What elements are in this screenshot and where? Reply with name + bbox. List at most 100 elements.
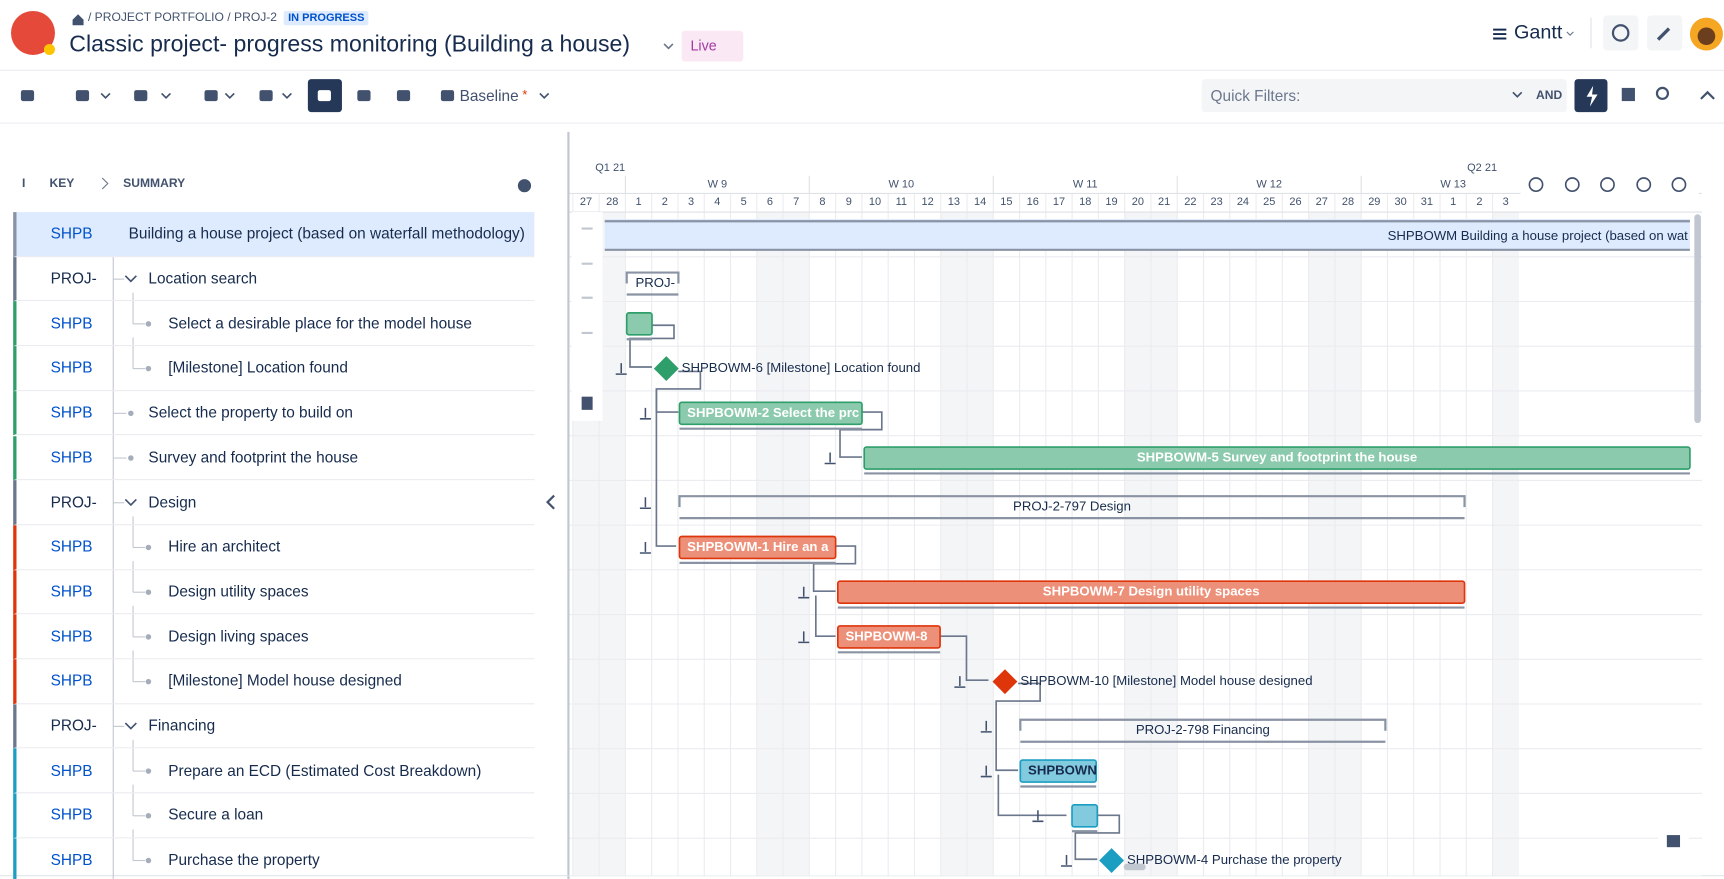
wrench-icon	[1656, 27, 1671, 41]
table-row[interactable]	[13, 703, 535, 749]
issue-summary[interactable]: Design	[148, 492, 197, 511]
table-row[interactable]	[13, 614, 535, 660]
expand-icon[interactable]	[101, 177, 109, 190]
table-row[interactable]	[13, 212, 535, 257]
zoom-button[interactable]	[1671, 177, 1687, 193]
summary-bar[interactable]	[604, 219, 1690, 250]
column-settings[interactable]	[517, 179, 532, 193]
task-bar[interactable]	[836, 580, 1466, 605]
collapse-panel[interactable]	[545, 494, 555, 510]
expand-chevron[interactable]	[124, 498, 137, 507]
delete-icon[interactable]	[581, 396, 593, 410]
issue-summary[interactable]: Prepare an ECD (Estimated Cost Breakdown…	[168, 761, 482, 779]
quick-filter-input[interactable]	[1201, 79, 1567, 113]
table-row[interactable]	[13, 390, 535, 436]
issue-summary[interactable]: [Milestone] Location found	[168, 358, 348, 377]
issue-key[interactable]: SHPB	[50, 671, 93, 690]
task-bar[interactable]	[863, 446, 1691, 470]
issue-key[interactable]: SHPB	[50, 627, 93, 645]
zoom-button[interactable]	[1600, 177, 1615, 193]
upload-icon	[798, 631, 810, 644]
dependency-link	[940, 635, 989, 681]
issue-summary[interactable]: Select a desirable place for the model h…	[168, 313, 472, 332]
issue-key[interactable]: PROJ-	[50, 269, 97, 287]
task-bar[interactable]	[1019, 759, 1098, 783]
table-row[interactable]	[13, 480, 535, 526]
group-bar[interactable]	[625, 271, 680, 284]
table-row[interactable]	[13, 838, 534, 879]
table-row[interactable]	[13, 569, 535, 615]
issue-summary[interactable]: Location search	[148, 269, 258, 287]
toolbar-button[interactable]	[249, 79, 297, 113]
issue-key[interactable]: SHPB	[50, 224, 93, 243]
issue-summary[interactable]: Design utility spaces	[168, 582, 309, 600]
issue-summary[interactable]: [Milestone] Model house designed	[168, 671, 402, 690]
issue-key[interactable]: SHPB	[50, 537, 93, 556]
quick-filters-label[interactable]: Quick Filters:	[1210, 86, 1301, 105]
issue-key[interactable]: PROJ-	[50, 716, 97, 735]
search-icon[interactable]	[1655, 86, 1670, 100]
zoom-button[interactable]	[1564, 177, 1580, 193]
table-row[interactable]	[13, 346, 535, 391]
live-badge[interactable]: Live	[681, 30, 744, 62]
collapse-icon[interactable]	[1700, 90, 1715, 100]
issue-summary[interactable]: Purchase the property	[168, 850, 320, 869]
expand-chevron[interactable]	[124, 722, 137, 730]
task-bar[interactable]	[836, 625, 941, 649]
scrollbar[interactable]	[1694, 214, 1701, 424]
task-bar[interactable]	[625, 312, 653, 336]
issue-key[interactable]: SHPB	[50, 313, 93, 332]
group-bar[interactable]	[1019, 718, 1387, 731]
table-row[interactable]	[13, 525, 535, 570]
zoom-button[interactable]	[1636, 177, 1652, 193]
milestone[interactable]	[1099, 848, 1125, 873]
table-row[interactable]	[13, 435, 535, 481]
column-header[interactable]: KEY	[49, 176, 75, 191]
issue-key[interactable]: PROJ-	[50, 492, 97, 511]
zoom-button[interactable]	[1528, 177, 1544, 193]
weekend-shade	[1492, 212, 1519, 876]
issue-summary[interactable]: Design living spaces	[168, 627, 309, 645]
day-label: 28	[606, 196, 618, 208]
home-icon[interactable]	[72, 14, 84, 26]
issue-key[interactable]: SHPB	[50, 805, 93, 824]
task-bar[interactable]	[678, 401, 863, 426]
baseline-label[interactable]: Baseline	[459, 86, 519, 105]
issue-key[interactable]: SHPB	[50, 761, 93, 779]
tree-dot	[145, 589, 152, 595]
table-row[interactable]	[13, 748, 535, 794]
calendar-icon[interactable]	[1621, 87, 1635, 102]
bar-label: PROJ-2-797 Design	[1013, 499, 1131, 514]
issue-summary[interactable]: Financing	[148, 716, 216, 735]
help-button[interactable]	[1603, 15, 1639, 51]
issue-key[interactable]: SHPB	[50, 403, 93, 421]
title-chevron[interactable]	[663, 43, 674, 50]
issue-summary[interactable]: Building a house project (based on water…	[128, 224, 525, 243]
toolbar-button[interactable]	[432, 79, 555, 113]
task-bar[interactable]	[1071, 803, 1099, 828]
issue-key[interactable]: SHPB	[50, 448, 93, 466]
table-row[interactable]	[13, 793, 535, 839]
issue-summary[interactable]: Secure a loan	[168, 805, 264, 824]
table-row[interactable]	[13, 659, 535, 704]
page-title[interactable]: Classic project- progress monitoring (Bu…	[69, 31, 631, 58]
issue-key[interactable]: SHPB	[50, 850, 93, 869]
h-scrollbar[interactable]	[1123, 863, 1146, 871]
logo[interactable]	[10, 10, 55, 55]
toolbar-button[interactable]	[124, 79, 176, 113]
issue-key[interactable]: SHPB	[50, 582, 93, 600]
issue-summary[interactable]: Survey and footprint the house	[148, 448, 359, 466]
table-row[interactable]	[13, 301, 535, 347]
issue-key[interactable]: SHPB	[50, 358, 93, 377]
column-header[interactable]: SUMMARY	[123, 176, 186, 191]
expand-chevron[interactable]	[124, 275, 137, 283]
issue-summary[interactable]: Hire an architect	[168, 537, 281, 556]
group-bar[interactable]	[678, 495, 1466, 508]
task-bar[interactable]	[678, 535, 837, 560]
toolbar-button[interactable]	[65, 79, 116, 113]
quarter-label: Q1 21	[595, 162, 625, 174]
table-row[interactable]	[13, 256, 535, 302]
view-switch[interactable]: Gantt	[1514, 20, 1563, 43]
issue-summary[interactable]: Select the property to build on	[148, 403, 353, 421]
and-toggle[interactable]: AND	[1536, 89, 1563, 103]
